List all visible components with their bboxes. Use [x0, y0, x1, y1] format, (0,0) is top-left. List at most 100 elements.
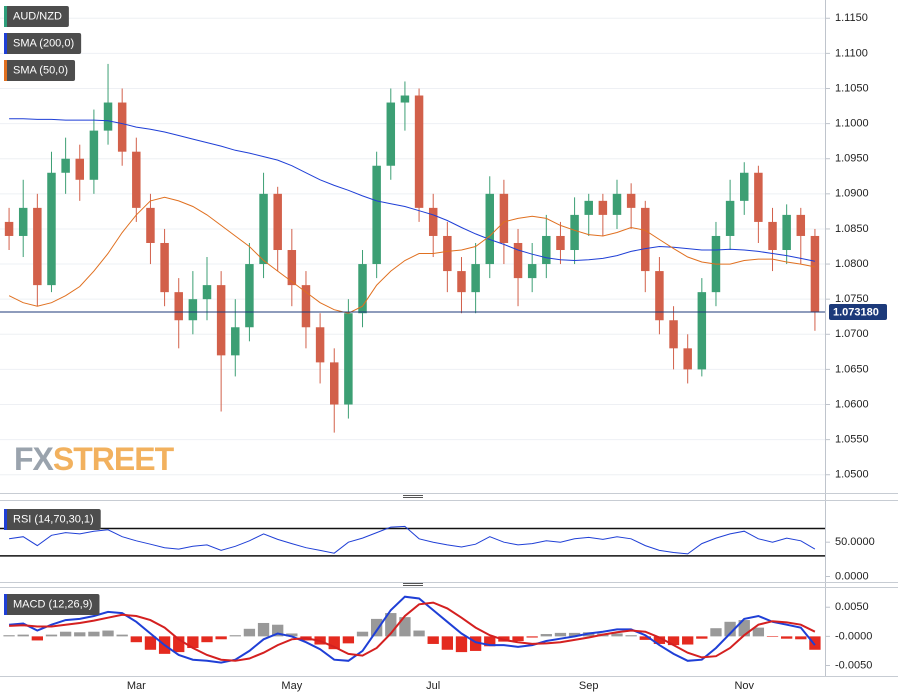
histogram-bar [441, 636, 453, 650]
candle-body [612, 193, 622, 215]
candle-body [796, 214, 806, 236]
histogram-bar [512, 636, 524, 642]
indicator-line [9, 118, 815, 262]
candle-body [273, 193, 282, 251]
histogram-bar [625, 635, 637, 637]
histogram-bar [526, 636, 538, 638]
watermark: FXSTREET [14, 441, 175, 477]
candle-body [697, 292, 707, 370]
candle-body [287, 250, 297, 286]
y-tick-label: 50.0000 [835, 536, 875, 548]
candle-body [584, 200, 593, 215]
watermark-part: FX [14, 441, 55, 477]
candle-body [740, 172, 749, 201]
histogram-bar [427, 636, 439, 644]
histogram-bar [738, 620, 750, 637]
y-tick-label: 1.1000 [835, 118, 869, 130]
y-tick-label: 1.1050 [835, 82, 869, 94]
y-tick-label: 1.0700 [835, 328, 869, 340]
y-tick-label: 1.0800 [835, 258, 869, 270]
candle-body [556, 235, 565, 251]
candle-body [301, 285, 311, 328]
candle-body [570, 214, 579, 251]
legend-label: AUD/NZD [13, 10, 62, 22]
candle-body [386, 102, 396, 166]
histogram-bar [371, 618, 383, 637]
histogram-bar [116, 634, 128, 637]
histogram-bar [795, 636, 807, 640]
candle-body [754, 172, 763, 222]
candle-body [103, 102, 113, 131]
histogram-bar [540, 634, 552, 637]
legend-label: SMA (50,0) [13, 64, 68, 76]
candle-body [725, 200, 735, 236]
resize-handle[interactable] [403, 583, 423, 586]
histogram-bar [356, 631, 369, 637]
histogram-bar [469, 636, 482, 651]
candle-body [216, 285, 226, 356]
legend-swatch [4, 594, 7, 615]
histogram-bar [667, 636, 680, 646]
candle-body [61, 158, 70, 173]
candle-body [683, 348, 692, 370]
legend-swatch [4, 6, 7, 27]
legend-box [4, 60, 76, 81]
legend-box [4, 33, 82, 54]
candle-body [471, 264, 480, 293]
candle-body [117, 102, 127, 152]
histogram-bar [130, 636, 142, 643]
y-tick-label: -0.0050 [835, 659, 872, 671]
x-tick-label: Mar [127, 680, 146, 692]
candle-body [542, 235, 551, 265]
candle-body [499, 193, 509, 243]
histogram-bar [752, 627, 765, 637]
histogram-bar [173, 636, 185, 653]
candle-body [768, 221, 777, 251]
x-tick-label: May [281, 680, 302, 692]
candle-body [513, 242, 523, 279]
histogram-bar [653, 636, 666, 644]
histogram-bar [229, 635, 241, 637]
histogram-bar [484, 636, 496, 647]
y-tick-label: -0.0000 [835, 630, 872, 642]
legend-label: MACD (12,26,9) [13, 598, 92, 610]
candle-body [160, 242, 169, 293]
resize-handle[interactable] [403, 495, 423, 500]
candle-body [202, 285, 212, 300]
candle-body [598, 200, 608, 215]
candle-body [47, 172, 56, 286]
candle-body [174, 292, 183, 321]
last-price-label: 1.073180 [833, 306, 879, 318]
candle-body [89, 130, 99, 180]
histogram-bar [710, 628, 722, 637]
y-tick-label: 1.0900 [835, 188, 869, 200]
x-tick-label: Jul [426, 680, 440, 692]
histogram-bar [696, 636, 708, 639]
histogram-bar [243, 628, 256, 637]
histogram-bar [809, 636, 821, 650]
y-tick-label: 1.0850 [835, 223, 869, 235]
histogram-bar [342, 636, 355, 644]
histogram-bar [74, 632, 86, 637]
histogram-bar [413, 630, 425, 637]
candle-body [428, 207, 438, 236]
candle-body [485, 193, 494, 265]
histogram-bar [45, 634, 58, 637]
histogram-bar [102, 630, 114, 637]
legend-swatch [4, 33, 7, 54]
y-tick-label: 1.0500 [835, 469, 869, 481]
legend-label: RSI (14,70,30,1) [13, 513, 94, 525]
histogram-bar [272, 624, 284, 637]
histogram-bar [766, 636, 779, 637]
legend-box [4, 6, 69, 27]
legend-swatch [4, 60, 7, 81]
candle-body [810, 235, 820, 312]
candle-body [245, 264, 254, 328]
histogram-bar [328, 636, 340, 650]
indicator-line [8, 196, 815, 314]
candle-body [146, 207, 155, 243]
candle-body [344, 313, 353, 405]
candle-body [457, 271, 466, 293]
histogram-bar [639, 636, 651, 640]
